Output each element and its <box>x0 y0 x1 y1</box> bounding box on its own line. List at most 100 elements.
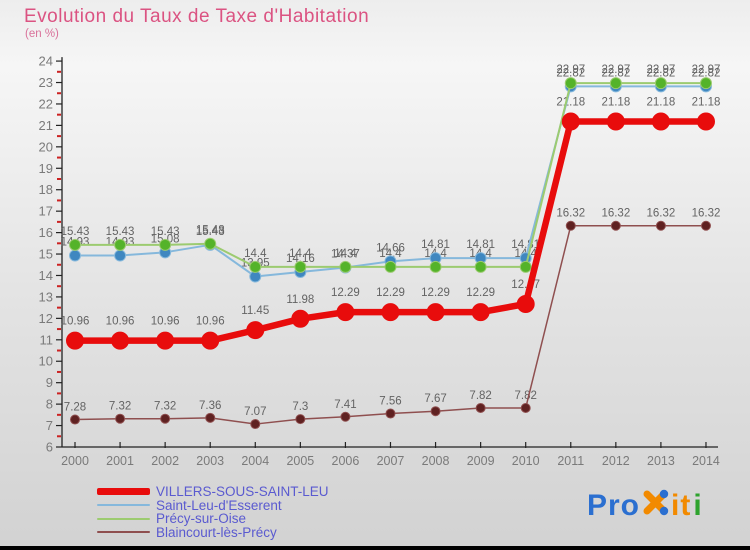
data-point <box>699 77 712 90</box>
x-tick-label: 2006 <box>332 454 360 468</box>
value-label: 11.98 <box>286 294 314 306</box>
value-label: 14.4 <box>244 248 267 260</box>
x-tick-label: 2004 <box>241 454 269 468</box>
value-label: 12.67 <box>511 279 540 291</box>
legend-item: VILLERS-SOUS-SAINT-LEU <box>97 484 329 499</box>
legend-swatch <box>97 531 150 534</box>
data-point <box>69 238 81 251</box>
value-label: 7.32 <box>109 401 131 413</box>
data-point <box>610 220 621 231</box>
data-point <box>520 402 531 413</box>
data-point <box>426 303 445 322</box>
data-point <box>156 331 175 350</box>
data-point <box>250 419 261 430</box>
data-point <box>609 77 622 90</box>
y-tick-label: 10 <box>39 354 53 369</box>
value-label: 10.96 <box>196 316 225 328</box>
legend-label: Blaincourt-lès-Précy <box>156 524 277 540</box>
value-label: 7.67 <box>424 393 446 405</box>
legend-swatch <box>97 504 150 507</box>
y-tick-label: 12 <box>39 311 53 326</box>
chart-subtitle: (en %) <box>25 28 59 40</box>
data-point <box>205 412 216 423</box>
x-tick-label: 2014 <box>692 454 720 468</box>
y-tick-label: 18 <box>39 182 53 197</box>
data-point <box>114 238 127 251</box>
value-label: 16.32 <box>601 208 630 220</box>
data-point <box>564 77 577 90</box>
value-label: 22.97 <box>647 64 676 76</box>
x-tick-label: 2008 <box>422 454 450 468</box>
y-tick-label: 13 <box>39 289 53 304</box>
value-label: 14.4 <box>334 248 357 260</box>
y-tick-label: 22 <box>39 96 53 111</box>
y-tick-label: 20 <box>39 139 53 154</box>
value-label: 7.28 <box>64 402 86 414</box>
value-label: 12.29 <box>466 287 495 299</box>
value-label: 21.18 <box>601 97 630 109</box>
x-tick-label: 2001 <box>106 454 134 468</box>
legend-item: Précy-sur-Oise <box>97 511 329 526</box>
legend-swatch <box>97 488 150 496</box>
data-point <box>291 309 310 328</box>
data-point <box>340 411 351 422</box>
data-point <box>519 260 532 273</box>
x-tick-label: 2013 <box>647 454 675 468</box>
legend-item: Saint-Leu-d'Esserent <box>97 498 329 513</box>
value-label: 12.29 <box>331 287 360 299</box>
value-label: 7.82 <box>469 390 491 402</box>
value-label: 22.82 <box>647 67 676 79</box>
data-point <box>561 112 580 131</box>
y-tick-label: 8 <box>46 397 53 412</box>
y-tick-label: 24 <box>39 54 53 69</box>
value-label: 22.82 <box>556 67 585 79</box>
data-point <box>651 112 670 131</box>
data-point <box>475 402 486 413</box>
value-label: 22.82 <box>601 67 630 79</box>
legend: VILLERS-SOUS-SAINT-LEU Saint-Leu-d'Essere… <box>97 484 329 540</box>
legend-swatch <box>97 517 150 520</box>
value-label: 21.18 <box>556 97 585 109</box>
value-label: 14.16 <box>286 253 315 265</box>
y-tick-label: 7 <box>46 418 53 433</box>
value-label: 14.81 <box>421 239 450 251</box>
data-point <box>696 112 715 131</box>
value-label: 16.32 <box>556 208 585 220</box>
value-label: 7.82 <box>515 390 537 402</box>
data-point <box>429 260 442 273</box>
chart-title: Evolution du Taux de Taxe d'Habitation <box>24 6 370 27</box>
data-point <box>69 249 81 262</box>
data-point <box>565 220 576 231</box>
value-label: 10.96 <box>106 316 135 328</box>
x-tick-label: 2005 <box>286 454 314 468</box>
legend-item: Blaincourt-lès-Précy <box>97 524 329 540</box>
data-point <box>114 249 127 262</box>
value-label: 21.18 <box>692 97 721 109</box>
value-label: 12.29 <box>421 287 450 299</box>
data-point <box>700 220 711 231</box>
value-label: 22.97 <box>692 64 721 76</box>
data-point <box>246 321 265 340</box>
value-label: 7.41 <box>334 399 356 411</box>
data-point <box>655 220 666 231</box>
data-point <box>111 331 130 350</box>
x-tick-label: 2010 <box>512 454 540 468</box>
data-point <box>295 414 306 425</box>
data-point <box>160 413 171 424</box>
y-tick-label: 15 <box>39 247 53 262</box>
value-label: 15.43 <box>106 226 135 238</box>
x-tick-label: 2003 <box>196 454 224 468</box>
y-tick-label: 14 <box>39 268 53 283</box>
x-tick-label: 2011 <box>557 454 584 468</box>
logo-text-i: i <box>693 488 703 522</box>
value-label: 22.97 <box>601 64 630 76</box>
value-label: 14.4 <box>289 248 312 260</box>
value-label: 10.96 <box>151 316 180 328</box>
data-point <box>339 260 352 273</box>
y-tick-label: 17 <box>39 204 53 219</box>
value-label: 16.32 <box>647 208 676 220</box>
y-tick-label: 23 <box>39 75 53 90</box>
value-label: 7.36 <box>199 400 221 412</box>
